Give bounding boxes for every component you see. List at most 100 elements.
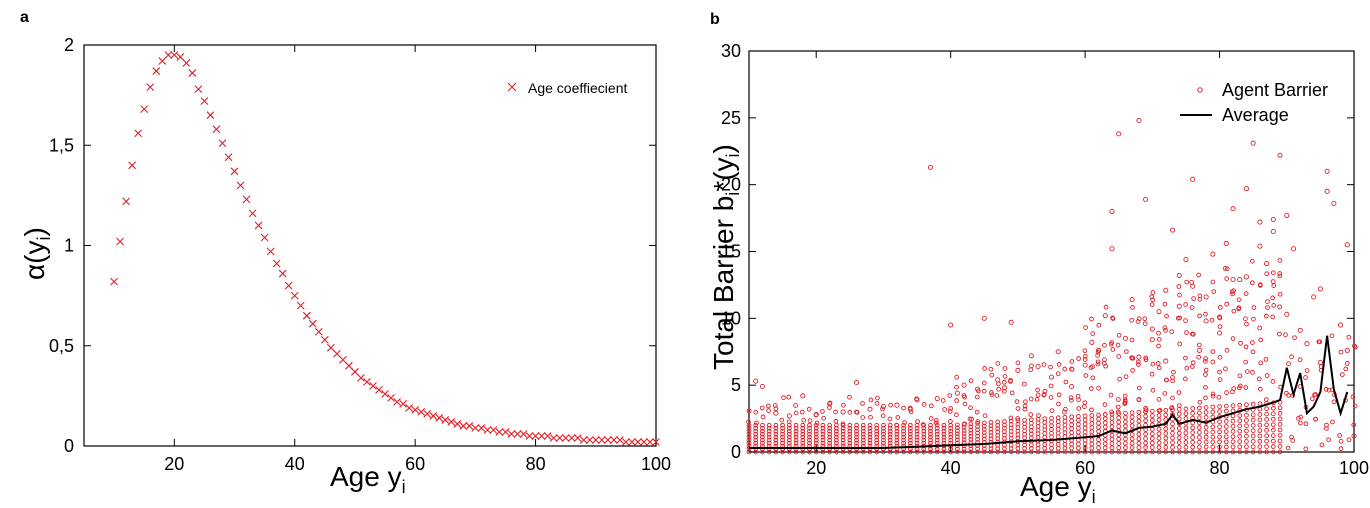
panel-b-band-point (1183, 416, 1189, 421)
panel-b-band-point (1170, 421, 1175, 427)
panel-b-scatter-point (1102, 402, 1108, 407)
panel-b-band-point (1257, 444, 1263, 449)
panel-b-scatter-point (1313, 416, 1318, 422)
panel-b-scatter-point (833, 418, 839, 424)
panel-b-ytick-label: 5 (731, 375, 741, 395)
panel-b-band-point (847, 425, 853, 431)
panel-b-band-point (1176, 416, 1182, 422)
panel-b-band-point (1096, 441, 1101, 447)
panel-b-band-point (1055, 430, 1061, 436)
panel-b-scatter-point (948, 406, 953, 411)
panel-b-scatter-point (1170, 395, 1175, 401)
panel-b-band-point (1076, 445, 1081, 451)
panel-b-scatter-point (1297, 357, 1303, 363)
panel-b-band-point (1049, 442, 1054, 447)
panel-b-x-title: Age yi (1020, 471, 1096, 507)
panel-b-scatter-point (1346, 334, 1352, 340)
panel-b-band-point (1076, 417, 1081, 423)
panel-b-band-point (1264, 444, 1269, 449)
panel-b-band-point (981, 430, 987, 435)
panel-a-point (603, 436, 612, 444)
panel-b-band-point (1237, 444, 1243, 450)
panel-b-band-point (1062, 414, 1068, 420)
panel-b-scatter-point (1182, 376, 1188, 382)
panel-b-scatter-point (1289, 354, 1294, 360)
panel-b-scatter-point (1346, 437, 1352, 443)
panel-b-band-point (1183, 411, 1189, 417)
panel-b-band-point (827, 425, 833, 431)
panel-b-band-point (1257, 438, 1263, 444)
panel-b-band-point (1250, 449, 1256, 455)
panel-b-band-point (807, 440, 812, 446)
panel-b-band-point (793, 425, 799, 431)
panel-b-band-point (894, 440, 900, 446)
panel-b-scatter-point (746, 408, 752, 414)
panel-b-point (1143, 196, 1149, 202)
panel-b-band-point (887, 434, 893, 440)
panel-a-point (441, 416, 450, 424)
panel-b-band-point (760, 434, 765, 440)
panel-b-scatter-point (1055, 371, 1061, 377)
panel-b-band-point (1109, 432, 1115, 438)
panel-b-scatter-point (901, 405, 906, 411)
panel-a-xtick-label: 40 (285, 454, 305, 474)
panel-b-band-point (1129, 432, 1135, 437)
panel-b-band-point (907, 425, 913, 431)
panel-b-scatter-point (1048, 364, 1053, 370)
panel-b-band-point (1170, 440, 1175, 445)
panel-b-band-point (1109, 415, 1115, 421)
panel-b-scatter-point (1164, 313, 1169, 319)
panel-b-band-point (800, 434, 806, 440)
panel-b-band-point (955, 428, 960, 434)
panel-b-band-point (1076, 425, 1081, 431)
panel-b-scatter-point (841, 402, 846, 408)
panel-b-y-title-main: Total Barrier b (708, 196, 739, 370)
panel-b-scatter-point (1002, 374, 1008, 379)
panel-b-scatter-point (1090, 375, 1096, 381)
panel-b-scatter-point (1338, 349, 1344, 355)
panel-b-scatter-point (1224, 390, 1229, 395)
panel-b-band-point (1089, 417, 1095, 422)
panel-b-band-point (1109, 436, 1115, 442)
panel-b-scatter-point (1231, 288, 1236, 294)
panel-b-scatter-point (814, 420, 820, 426)
panel-b-scatter-point (1015, 406, 1021, 411)
panel-b-band-point (780, 440, 785, 446)
panel-a-point (134, 129, 143, 138)
panel-b-scatter-point (760, 414, 766, 420)
panel-b-scatter-point (1263, 397, 1269, 402)
panel-b-scatter-point (1183, 318, 1188, 323)
panel-b-scatter-point (1088, 386, 1094, 391)
panel-b-band-point (1176, 411, 1182, 417)
panel-b-band-point (773, 434, 779, 440)
panel-b-band-point (1197, 410, 1202, 416)
panel-b-band-point (914, 437, 920, 443)
panel-b-band-point (1136, 431, 1142, 437)
panel-b-band-point (988, 436, 994, 442)
panel-b-band-point (907, 428, 913, 434)
panel-b-band-point (1223, 429, 1229, 434)
panel-b-scatter-point (1115, 404, 1121, 410)
panel-b-scatter-point (847, 410, 853, 415)
panel-b-point (1311, 294, 1317, 300)
panel-b-scatter-point (1001, 388, 1007, 394)
panel-a-point (212, 125, 221, 134)
panel-b-band-point (760, 440, 765, 446)
panel-b-band-point (1190, 420, 1196, 426)
panel-b-point (1338, 322, 1344, 328)
panel-b-scatter-point (1008, 415, 1014, 421)
panel-b-band-point (887, 440, 893, 446)
panel-b-scatter-point (1184, 279, 1190, 285)
panel-b-point (914, 397, 920, 403)
panel-b-band-point (807, 437, 812, 443)
panel-b-band-point (975, 421, 980, 426)
panel-b-band-point (874, 431, 880, 437)
panel-b-point (1264, 260, 1270, 267)
panel-a-point (140, 105, 149, 114)
panel-b-scatter-point (840, 421, 846, 427)
panel-b-band-point (1170, 449, 1175, 455)
panel-b-point (1217, 330, 1223, 336)
panel-b-scatter-point (1184, 330, 1189, 335)
panel-b-point (1008, 319, 1014, 325)
